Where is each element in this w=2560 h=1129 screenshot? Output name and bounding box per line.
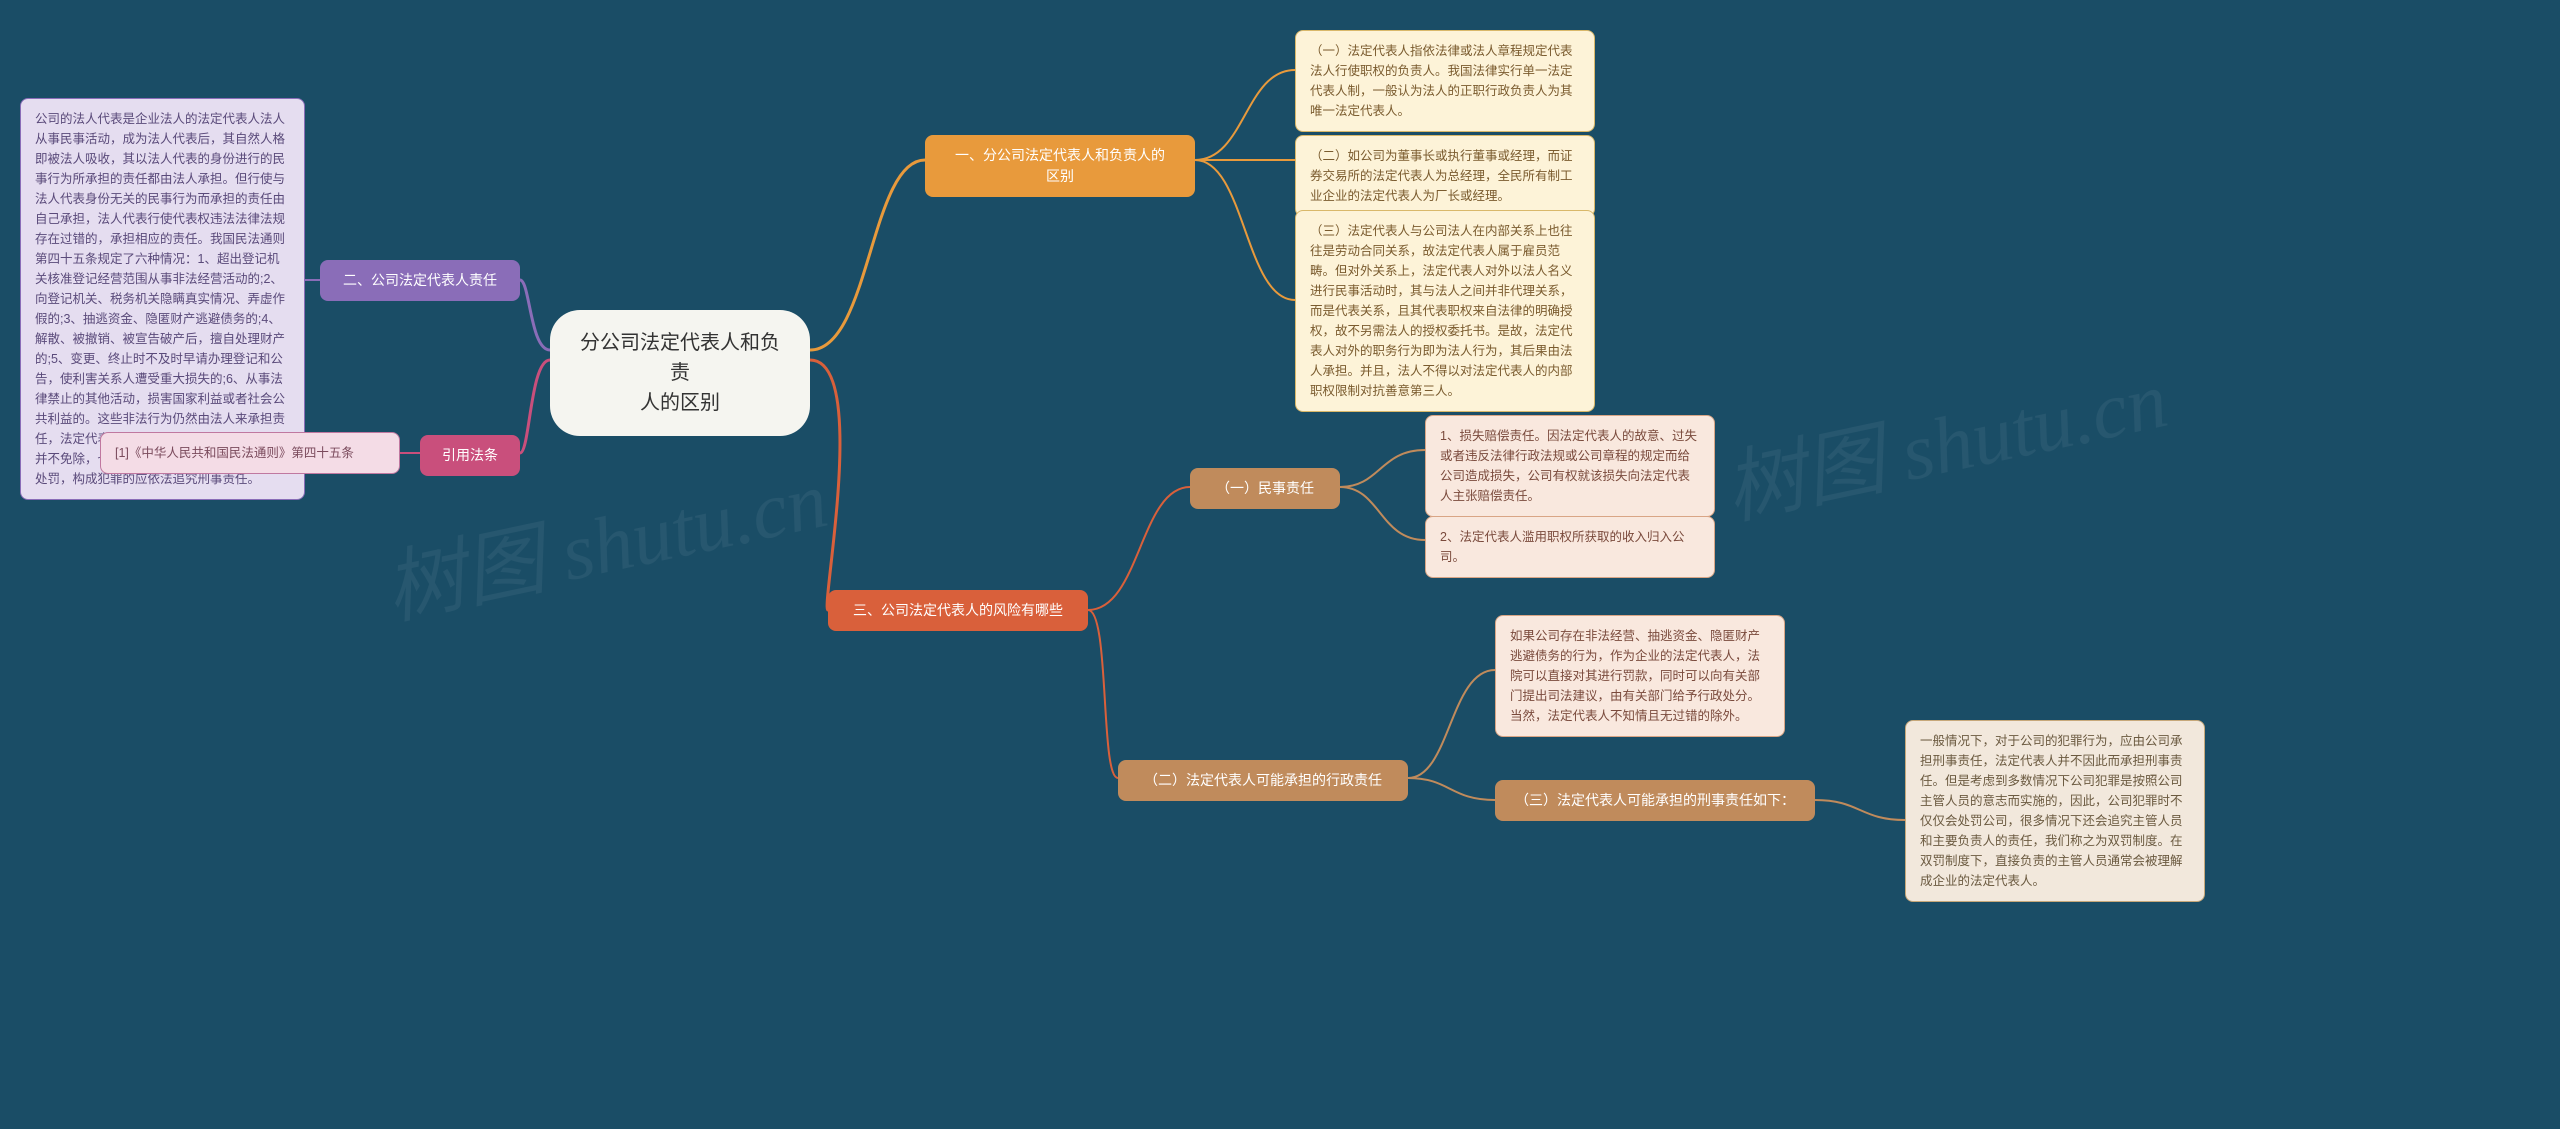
leaf-one-1[interactable]: （二）如公司为董事长或执行董事或经理，而证券交易所的法定代表人为总经理，全民所有… xyxy=(1295,135,1595,217)
leaf-admin-0[interactable]: 如果公司存在非法经营、抽逃资金、隐匿财产逃避债务的行为，作为企业的法定代表人，法… xyxy=(1495,615,1785,737)
branch-citation[interactable]: 引用法条 xyxy=(420,435,520,476)
leaf-citation-0[interactable]: [1]《中华人民共和国民法通则》第四十五条 xyxy=(100,432,400,474)
leaf-one-0[interactable]: （一）法定代表人指依法律或法人章程规定代表法人行使职权的负责人。我国法律实行单一… xyxy=(1295,30,1595,132)
branch-three[interactable]: 三、公司法定代表人的风险有哪些 xyxy=(828,590,1088,631)
branch-two[interactable]: 二、公司法定代表人责任 xyxy=(320,260,520,301)
leaf-criminal-0[interactable]: 一般情况下，对于公司的犯罪行为，应由公司承担刑事责任，法定代表人并不因此而承担刑… xyxy=(1905,720,2205,902)
central-topic[interactable]: 分公司法定代表人和负责人的区别 xyxy=(550,310,810,436)
leaf-civil-1[interactable]: 2、法定代表人滥用职权所获取的收入归入公司。 xyxy=(1425,516,1715,578)
leaf-one-2[interactable]: （三）法定代表人与公司法人在内部关系上也往往是劳动合同关系，故法定代表人属于雇员… xyxy=(1295,210,1595,412)
sub-three-civil[interactable]: （一）民事责任 xyxy=(1190,468,1340,509)
sub-three-admin[interactable]: （二）法定代表人可能承担的行政责任 xyxy=(1118,760,1408,801)
sub-three-criminal[interactable]: （三）法定代表人可能承担的刑事责任如下： xyxy=(1495,780,1815,821)
watermark: 树图 shutu.cn xyxy=(1713,335,2176,542)
leaf-civil-0[interactable]: 1、损失赔偿责任。因法定代表人的故意、过失或者违反法律行政法规或公司章程的规定而… xyxy=(1425,415,1715,517)
branch-one[interactable]: 一、分公司法定代表人和负责人的区别 xyxy=(925,135,1195,197)
connectors-layer xyxy=(0,0,2560,1129)
